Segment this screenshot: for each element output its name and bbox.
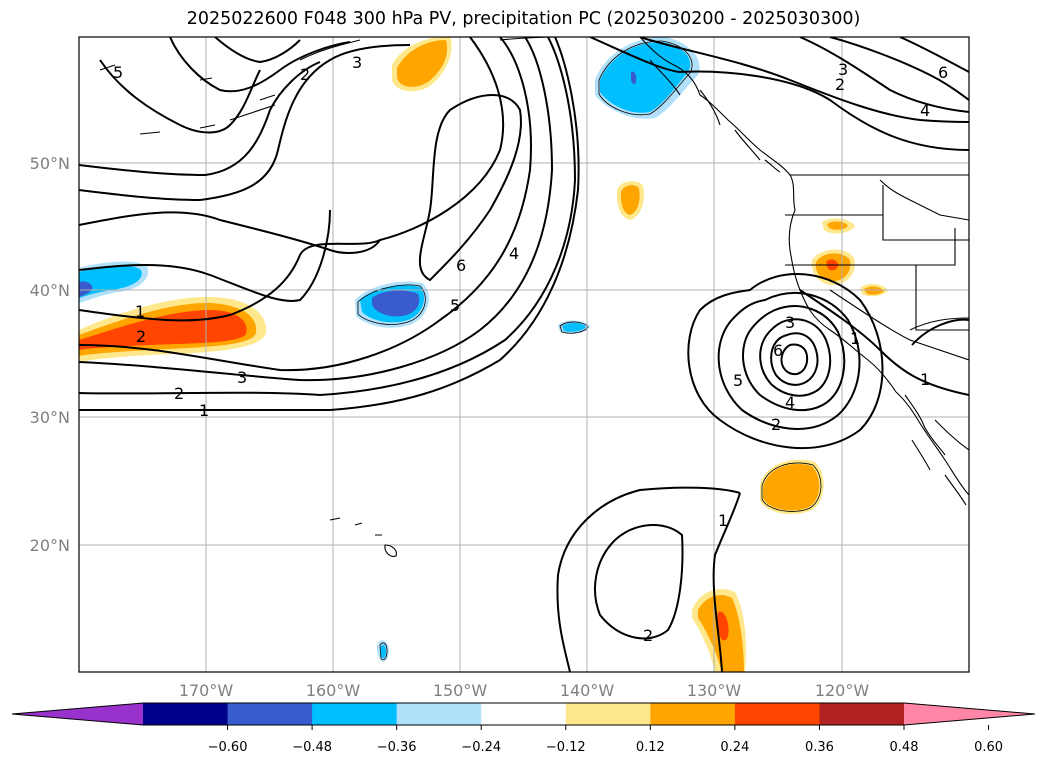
contour-label: 2 — [174, 384, 184, 403]
contour-label: 4 — [920, 101, 930, 120]
map-frame — [78, 36, 970, 673]
contour-label: 6 — [938, 63, 948, 82]
colorbar-extend-low — [12, 703, 143, 725]
contour-label: 1 — [920, 370, 930, 389]
contour-label: 1 — [199, 401, 209, 420]
colorbar-segment — [396, 703, 482, 725]
lat-tick-label: 40°N — [30, 281, 70, 300]
pv-contours — [79, 37, 969, 672]
colorbar-segment — [481, 703, 567, 725]
map-content: 5 2 3 2 3 6 4 1 2 2 1 3 6 4 5 3 1 6 5 4 … — [79, 37, 969, 672]
contour-label: 6 — [773, 341, 783, 360]
contour-label: 5 — [113, 63, 123, 82]
colorbar-extend-high — [904, 703, 1035, 725]
contour-label: 5 — [733, 371, 743, 390]
contour-label: 1 — [850, 329, 860, 348]
colorbar-segment — [819, 703, 905, 725]
colorbar-segment — [312, 703, 398, 725]
lon-tick-label: 150°W — [433, 681, 488, 700]
contour-label: 6 — [456, 256, 466, 275]
contour-label: 2 — [835, 75, 845, 94]
colorbar-segment — [565, 703, 651, 725]
colorbar-tick-label: −0.12 — [546, 740, 586, 755]
colorbar-tick-label: −0.24 — [461, 740, 501, 755]
graticule — [79, 37, 969, 672]
contour-label: 2 — [771, 415, 781, 434]
contour-label: 2 — [136, 327, 146, 346]
map-panel — [79, 37, 969, 672]
lon-axis: 170°W 160°W 150°W 140°W 130°W 120°W — [179, 681, 870, 700]
lat-tick-label: 50°N — [30, 154, 70, 173]
colorbar-tick-label: 0.24 — [720, 740, 749, 755]
colorbar-outline — [11, 702, 1036, 726]
contour-label: 2 — [300, 65, 310, 84]
coastlines — [99, 37, 969, 557]
contour-label: 2 — [643, 626, 653, 645]
lon-tick-label: 130°W — [687, 681, 742, 700]
precip-shading — [79, 37, 888, 672]
lat-tick-label: 30°N — [30, 408, 70, 427]
lon-tick-label: 160°W — [306, 681, 361, 700]
lat-axis: 50°N 40°N 30°N 20°N — [30, 154, 70, 555]
colorbar-tick-label: −0.36 — [377, 740, 417, 755]
contour-label: 4 — [785, 393, 795, 412]
contour-label: 3 — [352, 53, 362, 72]
colorbar-tick-label: −0.60 — [208, 740, 248, 755]
lat-tick-label: 20°N — [30, 536, 70, 555]
precip-outlines — [357, 40, 822, 661]
colorbar-tick-label: 0.48 — [890, 740, 919, 755]
contour-label: 1 — [718, 511, 728, 530]
lon-tick-label: 120°W — [815, 681, 870, 700]
contour-label: 3 — [237, 368, 247, 387]
colorbar-ticks: −0.60 −0.48 −0.36 −0.24 −0.12 0.12 0.24 0.36 0.4… — [208, 725, 1003, 755]
contour-label: 4 — [509, 244, 519, 263]
colorbar-segment — [734, 703, 820, 725]
colorbar-tick-label: −0.48 — [292, 740, 332, 755]
map-title: 2025022600 F048 300 hPa PV, precipitatio… — [186, 9, 861, 29]
contour-label: 3 — [785, 313, 795, 332]
colorbar: −0.60 −0.48 −0.36 −0.24 −0.12 0.12 0.24 0.36 0.4… — [11, 702, 1036, 755]
colorbar-segment — [650, 703, 736, 725]
colorbar-segment — [227, 703, 313, 725]
lon-tick-label: 170°W — [179, 681, 234, 700]
colorbar-tick-label: 0.60 — [974, 740, 1003, 755]
contour-labels: 5 2 3 2 3 6 4 1 2 2 1 3 6 4 5 3 1 6 5 4 … — [113, 53, 948, 645]
colorbar-segment — [143, 703, 229, 725]
contour-label: 3 — [838, 60, 848, 79]
colorbar-segments — [143, 703, 905, 725]
colorbar-tick-label: 0.36 — [805, 740, 834, 755]
contour-label: 5 — [450, 296, 460, 315]
contour-label: 1 — [135, 302, 145, 321]
colorbar-tick-label: 0.12 — [636, 740, 665, 755]
lon-tick-label: 140°W — [560, 681, 615, 700]
